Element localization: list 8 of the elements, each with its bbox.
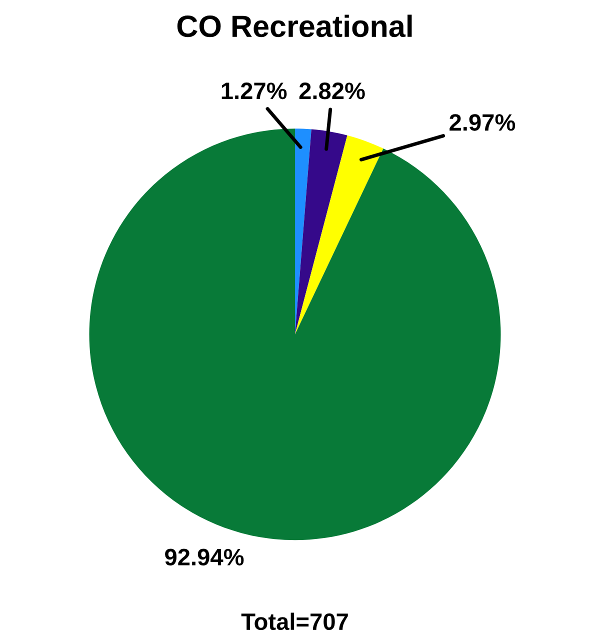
pie-slice [295,135,384,334]
data-label: 1.27% [222,82,287,100]
data-label: 2.82% [299,82,365,100]
text: Total=707 [241,612,348,630]
pie-slice [295,129,348,334]
data-label: 92.94% [165,548,244,566]
chart-title: CO Recreational [177,14,412,38]
data-label: 2.97% [450,114,516,131]
